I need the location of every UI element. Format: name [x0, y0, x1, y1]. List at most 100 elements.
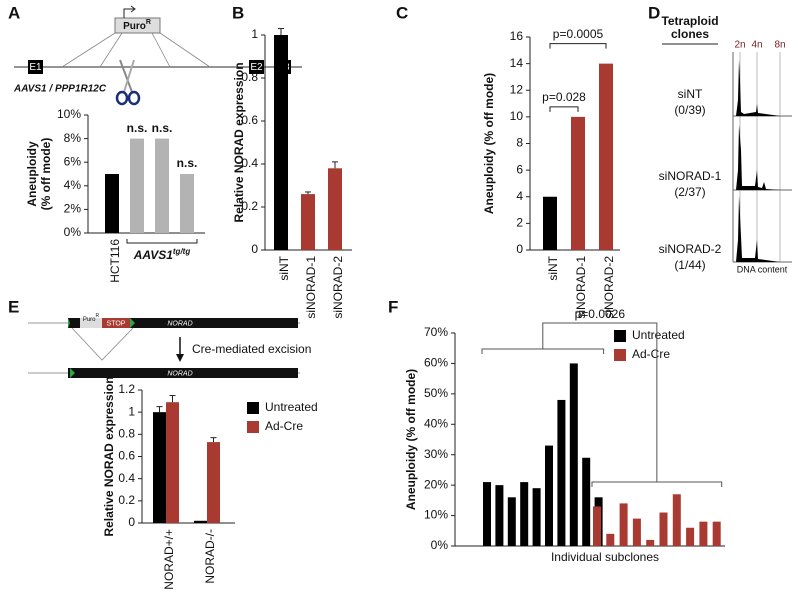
gene-box [68, 368, 298, 378]
legend-label: Untreated [265, 400, 318, 414]
exon-box [249, 60, 264, 74]
annotation: p=0.028 [542, 90, 586, 104]
bar [571, 116, 585, 250]
bar [569, 363, 578, 546]
annotation: n.s. [152, 121, 173, 135]
bar [301, 194, 315, 250]
bar [699, 521, 708, 546]
panel-letter: C [396, 3, 408, 22]
bar [672, 494, 681, 546]
y-tick-label: 0.6 [118, 449, 135, 463]
x-axis-label: DNA content [737, 264, 788, 274]
y-tick-label: 2 [516, 216, 523, 230]
y-tick-label: 8 [516, 136, 523, 150]
legend-swatch [247, 402, 259, 414]
y-tick-label: 10 [510, 109, 524, 123]
locus-label: AAVS1 / PPP1R12C [13, 84, 107, 95]
loxp-site [68, 318, 70, 328]
exon-box [28, 60, 43, 74]
x-tick-label: HCT116 [108, 239, 122, 283]
gene-label: NORAD [167, 320, 192, 327]
ploidy-label: 4n [751, 40, 762, 51]
x-axis-label: Individual subclones [551, 550, 659, 564]
y-tick-label: 1 [128, 404, 135, 418]
y-tick-label: 0.4 [118, 471, 135, 485]
x-tick-label: siNORAD-1 [574, 256, 588, 319]
bar [274, 35, 288, 250]
y-axis-label: (% off mode) [39, 138, 53, 211]
cassette-box [80, 318, 102, 328]
group-label-text: AAVS1 [133, 248, 173, 262]
annotation: n.s. [177, 156, 198, 170]
bar [483, 482, 491, 546]
annotation: p=0.0005 [553, 27, 604, 41]
bar [606, 533, 615, 546]
bar [105, 174, 119, 233]
x-tick-label: siNT [277, 255, 291, 280]
y-tick-label: 12 [510, 82, 524, 96]
bar [180, 174, 194, 233]
legend-swatch [614, 349, 626, 361]
y-tick-label: 0.4 [241, 156, 258, 170]
y-tick-label: 30% [424, 447, 448, 461]
x-tick-label: NORAD+/+ [162, 529, 176, 590]
cassette-sup: R [96, 313, 100, 319]
y-tick-label: 0.8 [241, 70, 258, 84]
y-tick-label: 4% [64, 178, 82, 192]
group-label: AAVS1tg/tg [133, 247, 191, 263]
bar [582, 457, 591, 546]
y-tick-label: 4 [516, 189, 523, 203]
y-axis-label: Aneuploidy [25, 141, 39, 207]
y-tick-label: 10% [57, 107, 81, 121]
cassette-label: PuroR [123, 19, 151, 31]
panel-letter: B [232, 3, 244, 22]
bar [557, 399, 566, 546]
guide-line [151, 32, 171, 68]
y-tick-label: 0% [431, 538, 449, 552]
panel-title: clones [671, 27, 709, 41]
legend-label: Ad-Cre [632, 347, 670, 361]
y-axis-label: Aneuploidy (% off mode) [482, 73, 496, 214]
legend-label: Untreated [632, 328, 685, 342]
bar [194, 520, 207, 523]
bar [619, 503, 628, 546]
locus-diagram: PuroR E1 E2 E3 AAVS1 / PPP1R12C [13, 5, 302, 106]
x-tick-label: siNORAD-2 [331, 256, 345, 319]
bar [155, 138, 169, 233]
gene-box [68, 318, 298, 328]
y-tick-label: 6 [516, 162, 523, 176]
group-label-sup: tg/tg [173, 247, 190, 256]
y-tick-label: 10% [424, 508, 448, 522]
group-bracket [591, 481, 723, 487]
bar [130, 138, 144, 233]
row-label: siNORAD-2 [659, 242, 722, 256]
x-tick-label: siNT [546, 255, 560, 280]
x-tick-label: siNORAD-2 [602, 256, 616, 319]
loxp-site [130, 318, 135, 328]
histogram [736, 125, 780, 190]
significance-bracket [549, 106, 579, 112]
excision-guide [71, 327, 134, 361]
panel-letter: A [8, 3, 20, 22]
bar [207, 442, 220, 523]
bar [686, 527, 695, 546]
bar [712, 521, 721, 546]
y-tick-label: 14 [510, 56, 524, 70]
y-tick-label: 16 [510, 29, 524, 43]
y-tick-label: 40% [424, 416, 448, 430]
cassette-name: Puro [123, 21, 146, 32]
cassette-label: PuroR [83, 313, 100, 322]
scissors-icon [115, 59, 141, 106]
exon-label: E2 [250, 62, 263, 73]
y-tick-label: 0.8 [118, 427, 135, 441]
promoter-arrow [123, 8, 134, 18]
row-count: (2/37) [674, 185, 705, 199]
y-tick-label: 0.6 [241, 113, 258, 127]
significance-bracket [549, 43, 607, 49]
bar [545, 445, 553, 546]
row-label: siNORAD-1 [659, 169, 722, 183]
histogram [736, 60, 780, 116]
bar [153, 412, 166, 523]
bar [593, 506, 601, 546]
